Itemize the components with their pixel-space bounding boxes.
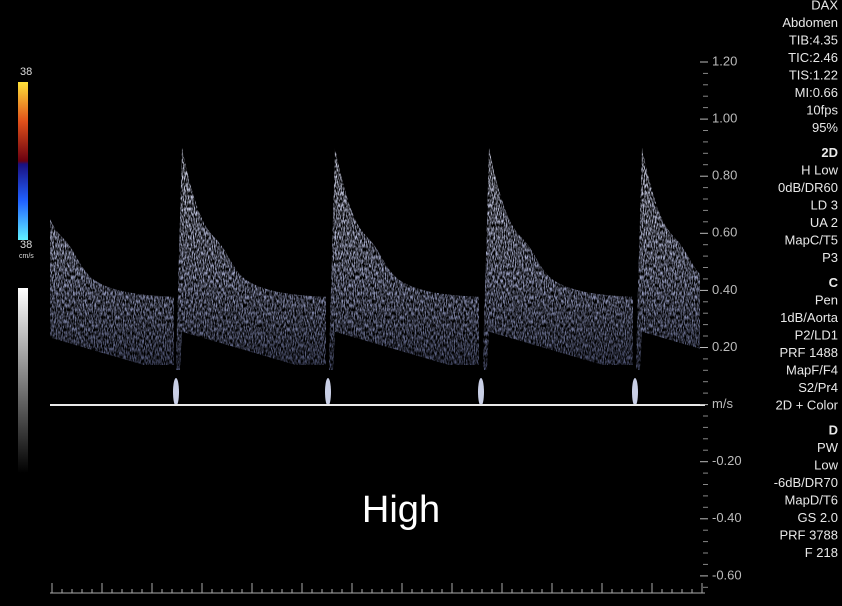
scale-label: 0.60 [712, 225, 737, 240]
spectrum-cycle [483, 148, 633, 370]
scale-label: 1.20 [712, 53, 737, 68]
param-item: TIC:2.46 [788, 50, 838, 65]
param-item: PW [817, 440, 839, 455]
param-item: PRF 1488 [779, 345, 838, 360]
param-item: Pen [815, 292, 838, 307]
param-item: 10fps [806, 102, 838, 117]
param-item: LD 3 [811, 197, 838, 212]
param-item: 1dB/Aorta [780, 310, 839, 325]
spectral-waveform [50, 148, 700, 406]
spectrum-cycle [329, 148, 479, 370]
gray-bar [18, 288, 28, 473]
param-header: 2D [821, 145, 838, 160]
parameter-panel: DAX Abdomen TIB:4.35 TIC:2.46 TIS:1.22 MI:0.6… [774, 0, 839, 560]
color-bar [18, 82, 28, 240]
param-item: MapD/T6 [785, 492, 838, 507]
baseline-spike [325, 378, 331, 406]
param-header: C [829, 275, 839, 290]
param-item: GS 2.0 [798, 510, 838, 525]
scale-label: -0.60 [712, 567, 742, 582]
scale-label: 0.80 [712, 168, 737, 183]
scale-label: -0.20 [712, 453, 742, 468]
overlay-label: High [362, 489, 440, 531]
param-item: MapF/F4 [786, 362, 838, 377]
param-item: UA 2 [810, 215, 838, 230]
param-item: Abdomen [782, 15, 838, 30]
spectrum-cycle [176, 148, 326, 370]
param-item: TIB:4.35 [789, 32, 838, 47]
time-ruler [50, 583, 705, 594]
param-item: DAX [811, 0, 838, 12]
scale-label: 1.00 [712, 111, 737, 126]
scale-label: 0.40 [712, 282, 737, 297]
scale-label: -0.40 [712, 510, 742, 525]
param-item: P2/LD1 [795, 327, 838, 342]
param-item: Low [814, 457, 838, 472]
spectrum-cycle [50, 219, 174, 365]
param-item: 95% [812, 120, 838, 135]
color-bar-bottom: 38 [20, 239, 32, 251]
param-item: PRF 3788 [779, 527, 838, 542]
param-item: F 218 [805, 545, 838, 560]
param-item: -6dB/DR70 [774, 475, 838, 490]
param-item: S2/Pr4 [798, 380, 838, 395]
param-header: D [829, 422, 838, 437]
param-item: 0dB/DR60 [778, 180, 838, 195]
param-item: TIS:1.22 [789, 67, 838, 82]
scale-label: m/s [712, 396, 733, 411]
velocity-scale: 1.20 1.00 0.80 0.60 0.40 0.20 m/s -0.20 -0.40 -0.… [700, 53, 742, 588]
param-item: MapC/T5 [785, 232, 838, 247]
color-bar-unit: cm/s [19, 253, 34, 260]
baseline-spike [173, 378, 179, 406]
scale-label: 0.20 [712, 339, 737, 354]
param-item: 2D + Color [776, 397, 839, 412]
color-bar-top: 38 [20, 66, 32, 78]
baseline-spike [478, 378, 484, 406]
param-item: MI:0.66 [795, 85, 838, 100]
spectrum-cycle [636, 148, 700, 370]
param-item: H Low [801, 162, 838, 177]
baseline-spike [632, 378, 638, 406]
param-item: P3 [822, 250, 838, 265]
